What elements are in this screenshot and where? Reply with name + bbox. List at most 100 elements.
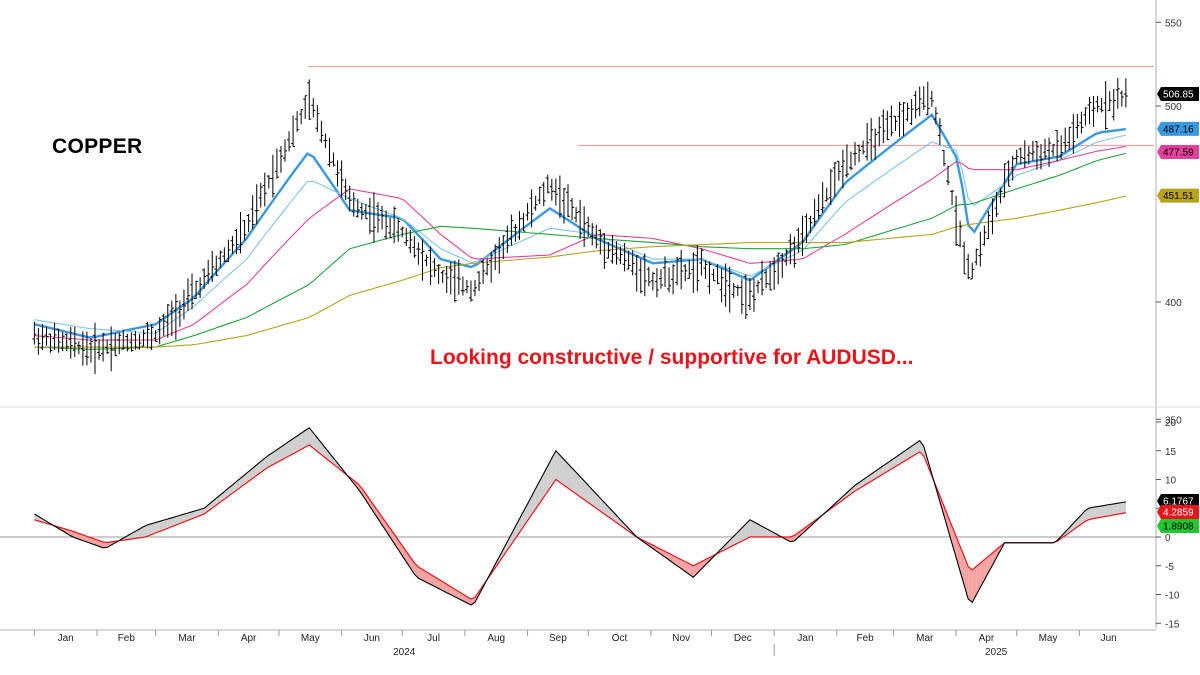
oscillator-fill-segment	[86, 536, 91, 544]
oscillator-fill-segment	[749, 519, 754, 537]
oscillator-fill-segment	[681, 559, 686, 572]
oscillator-fill-segment	[357, 483, 362, 495]
oscillator-fill-segment	[798, 529, 803, 538]
oscillator-fill-segment	[652, 545, 657, 552]
oscillator-panel	[0, 427, 1156, 606]
oscillator-fill-segment	[1093, 506, 1098, 519]
oscillator-fill-segment	[167, 517, 172, 529]
oscillator-fill-segment	[196, 509, 201, 518]
oscillator-fill-segment	[183, 513, 188, 522]
oscillator-fill-segment	[968, 566, 973, 603]
month-label: Apr	[241, 633, 257, 644]
month-label: Apr	[979, 633, 995, 644]
month-label: Jan	[58, 633, 74, 644]
oscillator-fill-segment	[422, 569, 427, 583]
oscillator-fill-segment	[802, 526, 807, 534]
oscillator-fill-segment	[151, 522, 156, 535]
osc-tag-1: 6.1767	[1163, 497, 1194, 508]
oscillator-fill-segment	[252, 464, 257, 479]
osc-axis-label: -15	[1165, 619, 1180, 630]
oscillator-fill-segment	[543, 465, 548, 498]
oscillator-fill-segment	[503, 541, 508, 557]
oscillator-fill-segment	[321, 442, 326, 458]
oscillator-fill-segment	[438, 579, 443, 591]
oscillator-fill-segment	[919, 440, 924, 456]
oscillator-fill-segment	[406, 551, 411, 569]
oscillator-fill-segment	[127, 533, 132, 540]
oscillator-fill-segment	[175, 515, 180, 526]
oscillator-fill-segment	[434, 576, 439, 589]
oscillator-fill-segment	[82, 534, 87, 543]
oscillator-fill-segment	[980, 559, 985, 588]
month-label: Dec	[734, 633, 752, 644]
oscillator-fill-segment	[402, 545, 407, 562]
oscillator-fill-segment	[293, 435, 298, 454]
year-label-2025: 2025	[985, 647, 1008, 658]
oscillator-fill-segment	[895, 454, 900, 467]
oscillator-fill-segment	[850, 485, 856, 494]
month-label: Feb	[118, 633, 136, 644]
oscillator-fill-segment	[911, 443, 916, 457]
oscillator-fill-segment	[309, 427, 314, 449]
oscillator-fill-segment	[1065, 527, 1070, 536]
oscillator-fill-segment	[361, 488, 366, 501]
price-tag-2: 487.16	[1163, 124, 1194, 135]
osc-tag-3-bg	[1157, 519, 1199, 533]
oscillator-fill-segment	[187, 511, 193, 521]
month-label: Jul	[427, 633, 440, 644]
oscillator-fill-segment	[446, 584, 451, 595]
oscillator-fill-segment	[256, 461, 261, 476]
oscillator-fill-segment	[1109, 503, 1114, 516]
month-label: Feb	[857, 633, 875, 644]
oscillator-fill-segment	[576, 472, 581, 497]
osc-axis-label: 20	[1165, 418, 1177, 429]
moving-average-line-5	[34, 195, 1127, 348]
oscillator-fill-segment	[398, 539, 403, 556]
price-tag-3: 477.59	[1163, 148, 1194, 159]
oscillator-fill-segment	[442, 581, 447, 593]
oscillator-fill-segment	[697, 561, 702, 574]
year-label-2024: 2024	[393, 647, 416, 658]
oscillator-fill-segment	[592, 489, 597, 509]
oscillator-fill-segment	[757, 524, 763, 537]
axes: 35040050055020151050-5-10-15506.85487.16…	[0, 0, 1200, 658]
osc-axis-label: -10	[1165, 591, 1180, 602]
price-axis-label: 500	[1165, 102, 1182, 113]
oscillator-fill-segment	[66, 529, 71, 536]
oscillator-fill-segment	[572, 468, 577, 494]
price-tag-4: 451.51	[1163, 191, 1194, 202]
month-label: May	[1039, 633, 1058, 644]
oscillator-fill-segment	[1113, 503, 1118, 515]
oscillator-fill-segment	[903, 449, 908, 462]
month-label: Aug	[487, 633, 505, 644]
oscillator-fill-segment	[260, 458, 265, 473]
oscillator-fill-segment	[555, 450, 560, 483]
oscillator-fill-segment	[588, 485, 593, 506]
oscillator-fill-segment	[899, 451, 904, 465]
price-tag-2-bg	[1157, 121, 1199, 136]
oscillator-fill-segment	[762, 526, 767, 537]
oscillator-fill-segment	[95, 539, 100, 547]
oscillator-fill-segment	[333, 458, 338, 468]
oscillator-fill-segment	[192, 510, 197, 519]
oscillator-fill-segment	[365, 493, 370, 507]
oscillator-fill-segment	[410, 557, 415, 575]
oscillator-fill-segment	[200, 508, 205, 516]
oscillator-fill-segment	[988, 552, 993, 573]
oscillator-fill-segment	[947, 516, 953, 544]
oscillator-fill-segment	[103, 542, 108, 548]
oscillator-fill-segment	[1085, 507, 1090, 522]
oscillator-fill-segment	[887, 460, 892, 472]
oscillator-fill-segment	[390, 528, 395, 544]
ohlc-bars	[32, 77, 1128, 375]
oscillator-fill-segment	[972, 566, 977, 603]
oscillator-fill-segment	[499, 549, 504, 562]
month-label: Oct	[612, 633, 628, 644]
oscillator-fill-segment	[891, 457, 896, 470]
oscillator-fill-segment	[289, 438, 294, 456]
oscillator-fill-segment	[418, 566, 423, 581]
oscillator-fill-segment	[159, 520, 164, 532]
oscillator-fill-segment	[770, 530, 775, 537]
oscillator-fill-segment	[794, 532, 799, 541]
